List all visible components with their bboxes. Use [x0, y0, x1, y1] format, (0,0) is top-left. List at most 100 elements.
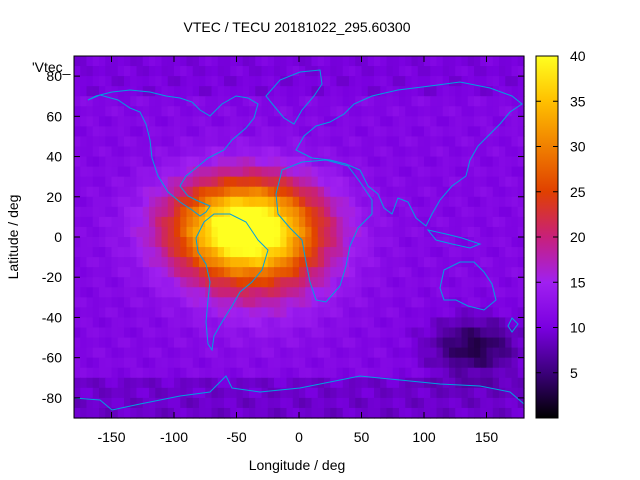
coastline-australia — [439, 261, 497, 311]
heat-cell — [305, 226, 313, 238]
heat-cell — [424, 76, 431, 87]
heat-cell — [442, 377, 450, 389]
heat-cell — [199, 377, 206, 389]
heat-cell — [324, 267, 331, 278]
heat-cell — [167, 96, 175, 107]
heat-cell — [424, 116, 431, 127]
coastline-eurasia — [295, 81, 523, 227]
heat-cell — [117, 307, 125, 319]
heat-cell — [74, 297, 81, 308]
heat-cell — [136, 116, 144, 127]
heat-cell — [155, 337, 163, 349]
heat-cell — [324, 237, 331, 248]
heat-cell — [374, 337, 381, 349]
heat-cell — [455, 196, 463, 208]
heat-cell — [499, 277, 506, 288]
heat-cell — [324, 307, 331, 319]
heat-cell — [292, 196, 300, 208]
heat-cell — [186, 126, 194, 138]
heat-cell — [486, 126, 494, 138]
heat-cell — [367, 297, 375, 308]
heat-cell — [167, 357, 175, 369]
heat-cell — [511, 196, 519, 208]
heat-cell — [205, 307, 213, 319]
heat-cell — [224, 337, 231, 349]
heat-cell — [480, 76, 488, 87]
heat-cell — [324, 317, 331, 329]
heat-cell — [224, 317, 231, 329]
heat-cell — [205, 317, 213, 329]
heat-cell — [155, 237, 163, 248]
heat-cell — [342, 76, 350, 87]
heat-cell — [455, 377, 463, 389]
heat-cell — [211, 196, 219, 208]
heat-cell — [299, 56, 306, 67]
heat-cell — [255, 357, 263, 369]
heat-cell — [474, 277, 481, 288]
heat-cell — [380, 196, 388, 208]
heat-cell — [455, 367, 463, 379]
heat-cell — [111, 156, 119, 168]
heat-cell — [211, 257, 219, 268]
heat-cell — [467, 407, 475, 419]
heat-cell — [480, 287, 488, 298]
heat-cell — [417, 136, 425, 148]
heat-cell — [492, 186, 500, 198]
heat-cell — [236, 116, 244, 127]
heat-cell — [417, 257, 425, 268]
heat-cell — [280, 407, 288, 419]
heat-cell — [399, 56, 406, 67]
heat-cell — [199, 257, 206, 268]
heat-cell — [292, 206, 300, 218]
heat-cell — [436, 176, 444, 188]
heat-cell — [192, 96, 200, 107]
heat-cell — [511, 136, 519, 148]
heat-cell — [349, 357, 356, 369]
heat-cell — [167, 287, 175, 298]
heat-cell — [442, 106, 450, 117]
heat-cell — [511, 166, 519, 178]
heat-cell — [342, 357, 350, 369]
heat-cell — [305, 387, 313, 399]
heat-cell — [455, 317, 463, 329]
heat-cell — [230, 106, 238, 117]
heat-cell — [274, 186, 281, 198]
heat-cell — [149, 347, 156, 359]
heat-cell — [386, 237, 394, 248]
coastline-greenland — [265, 69, 323, 125]
heat-cell — [399, 76, 406, 87]
heat-cell — [411, 86, 419, 97]
heat-cell — [486, 116, 494, 127]
heat-cell — [155, 96, 163, 107]
heat-cell — [399, 216, 406, 228]
heat-cell — [161, 367, 169, 379]
heat-cell — [205, 106, 213, 117]
heat-cell — [292, 126, 300, 138]
heat-cell — [436, 86, 444, 97]
heat-cell — [374, 357, 381, 369]
heat-cell — [111, 357, 119, 369]
heat-cell — [224, 287, 231, 298]
heat-cell — [180, 377, 188, 389]
heat-cell — [274, 257, 281, 268]
heat-cell — [405, 86, 413, 97]
heat-cell — [180, 267, 188, 278]
heat-cell — [492, 267, 500, 278]
heat-cell — [192, 76, 200, 87]
heat-cell — [92, 337, 100, 349]
heat-cell — [324, 166, 331, 178]
heat-cell — [392, 186, 400, 198]
heat-cell — [249, 196, 256, 208]
heat-cell — [449, 267, 456, 278]
heat-cell — [505, 216, 513, 228]
heat-cell — [292, 226, 300, 238]
heat-cell — [474, 247, 481, 258]
heat-cell — [267, 216, 275, 228]
heat-cell — [424, 367, 431, 379]
heat-cell — [342, 66, 350, 77]
heat-cell — [511, 176, 519, 188]
heat-cell — [380, 146, 388, 158]
heat-cell — [130, 196, 138, 208]
heat-cell — [261, 267, 269, 278]
heat-cell — [161, 287, 169, 298]
